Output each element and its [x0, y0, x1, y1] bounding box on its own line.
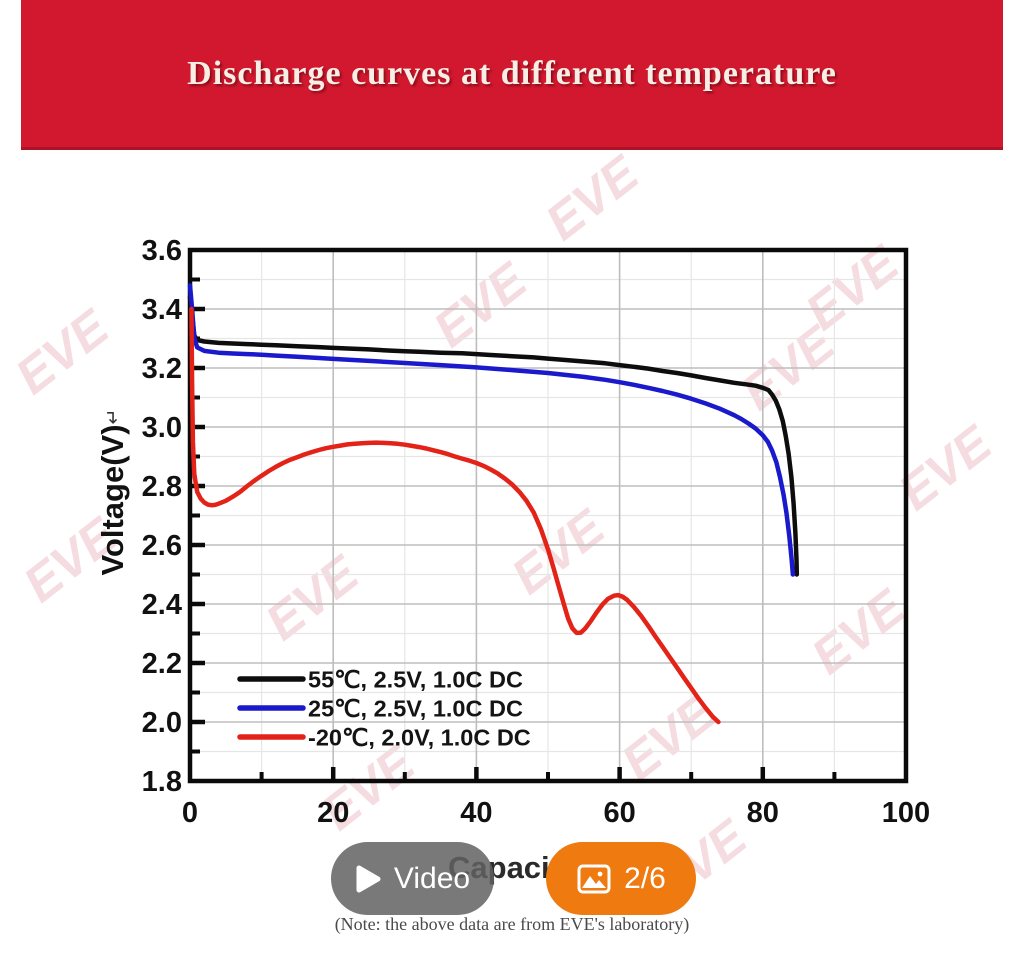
y-tick-label: 2.2 — [142, 648, 182, 680]
y-tick-label: 3.4 — [142, 294, 182, 326]
x-tick-label: 40 — [460, 797, 492, 829]
y-tick-label: 3.2 — [142, 353, 182, 385]
x-tick-label: 100 — [882, 797, 930, 829]
footnote: (Note: the above data are from EVE's lab… — [334, 914, 690, 934]
legend-label-0: 55℃, 2.5V, 1.0C DC — [308, 667, 523, 693]
y-tick-label: 2.0 — [142, 707, 182, 739]
gallery-counter-label: 2/6 — [624, 861, 666, 895]
gallery-counter-button[interactable]: 2/6 — [546, 842, 696, 915]
legend-label-2: -20℃, 2.0V, 1.0C DC — [308, 725, 531, 751]
y-tick-label: 2.6 — [142, 530, 182, 562]
y-tick-label: 1.8 — [142, 766, 182, 798]
play-icon — [356, 865, 381, 892]
y-tick-label: 3.0 — [142, 412, 182, 444]
title-banner: Discharge curves at different temperatur… — [21, 0, 1003, 150]
video-button[interactable]: Video — [331, 842, 494, 915]
y-tick-label: 2.4 — [142, 589, 182, 621]
plot-frame — [187, 247, 909, 784]
legend-label-1: 25℃, 2.5V, 1.0C DC — [308, 696, 523, 722]
page-title: Discharge curves at different temperatur… — [187, 54, 837, 92]
x-tick-label: 20 — [317, 797, 349, 829]
y-axis-title-text: Voltage(V) — [95, 424, 130, 576]
x-tick-label: 0 — [182, 797, 198, 829]
x-tick-label: 60 — [603, 797, 635, 829]
y-axis-title: Voltage(V)↵ — [95, 409, 131, 576]
x-tick-label: 80 — [747, 797, 779, 829]
video-button-label: Video — [393, 861, 471, 895]
y-tick-label: 2.8 — [142, 471, 182, 503]
return-mark-icon: ↵ — [103, 408, 124, 425]
series-curve-0 — [187, 294, 800, 577]
y-tick-label: 3.6 — [142, 235, 182, 267]
series-curve-2 — [189, 306, 721, 725]
series-curve-1 — [187, 283, 796, 577]
image-icon — [577, 864, 611, 893]
